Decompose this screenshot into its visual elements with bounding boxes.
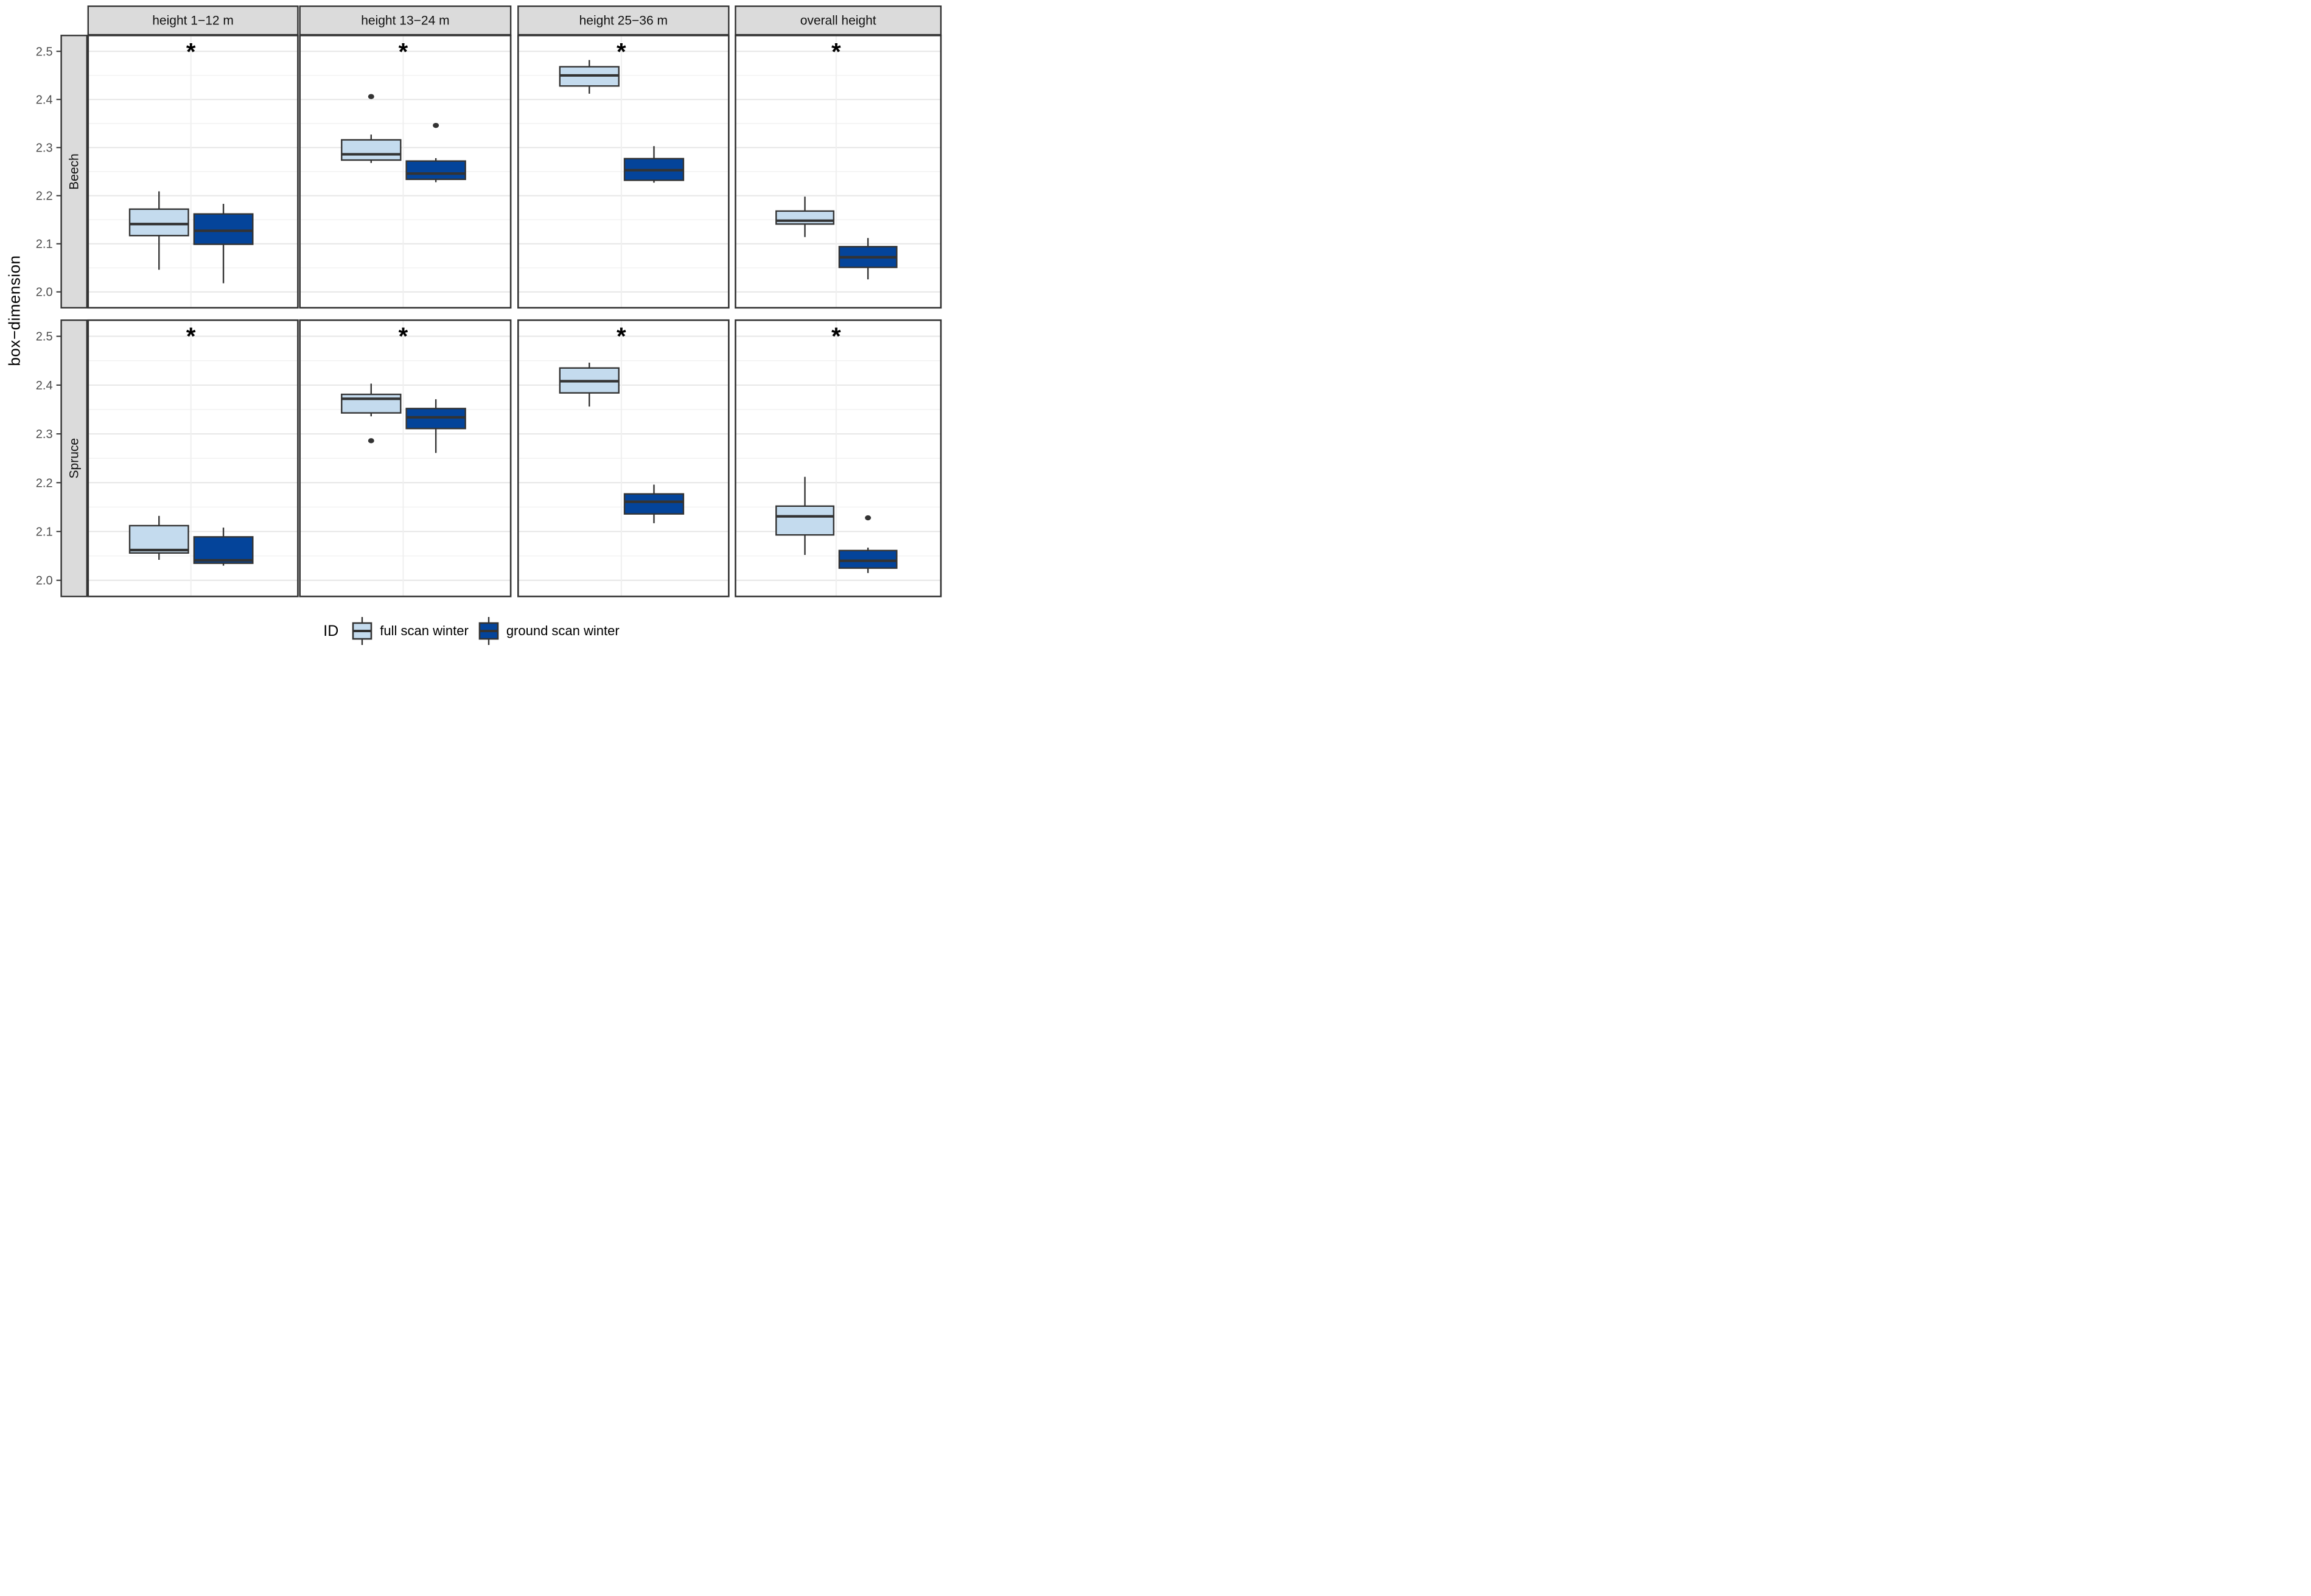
legend-item-ground-scan: ground scan winter — [477, 616, 620, 646]
box-full-scan — [775, 505, 834, 536]
facet-col-strip — [735, 5, 942, 36]
box-full-scan — [341, 393, 402, 414]
y-tick-label: 2.3 — [36, 428, 53, 441]
facet-col-label: overall height — [800, 14, 876, 28]
box-ground-scan — [405, 160, 466, 180]
box-ground-scan-outlier-point — [433, 122, 439, 128]
panel-spruce-0-border — [87, 319, 299, 598]
legend-item-full-scan: full scan winter — [351, 616, 469, 646]
panel-spruce-1-border — [299, 319, 512, 598]
significance-asterisk: * — [186, 323, 196, 350]
significance-asterisk: * — [831, 323, 841, 350]
facet-col-strip — [299, 5, 512, 36]
facet-col-label: height 25−36 m — [579, 14, 668, 28]
y-tick-label: 2.2 — [36, 476, 53, 490]
y-tick-label: 2.5 — [36, 45, 53, 58]
panel-beech-3-border — [735, 34, 942, 309]
legend: ID full scan winter ground scan winter — [0, 616, 943, 646]
significance-asterisk: * — [399, 323, 408, 350]
significance-asterisk: * — [186, 38, 196, 65]
box-full-scan-outlier-point — [368, 438, 374, 444]
box-ground-scan — [838, 549, 898, 569]
facet-col-strip — [87, 5, 299, 36]
box-ground-scan — [623, 493, 685, 515]
y-tick-label: 2.4 — [36, 93, 53, 106]
ground-scan-boxplot-icon — [478, 617, 499, 645]
box-full-scan — [128, 208, 189, 237]
box-full-scan — [128, 524, 189, 554]
significance-asterisk: * — [617, 38, 626, 65]
facet-row-strip — [60, 319, 88, 598]
y-tick-label: 2.0 — [36, 286, 53, 299]
y-tick-label: 2.2 — [36, 190, 53, 203]
panel-beech-1-border — [299, 34, 512, 309]
faceted-boxplot-canvas: height 1−12 m height 13−24 m height 25−36 … — [36, 5, 942, 598]
y-axis-title: box−dimension — [5, 255, 24, 366]
significance-asterisk: * — [399, 38, 408, 65]
facet-row-strip — [60, 35, 88, 308]
y-tick-label: 2.0 — [36, 574, 53, 588]
panel-beech-2-border — [517, 34, 730, 309]
significance-asterisk: * — [831, 38, 841, 65]
facet-col-label: height 1−12 m — [152, 14, 234, 28]
y-tick-label: 2.1 — [36, 238, 53, 251]
legend-title: ID — [323, 622, 339, 639]
significance-asterisk: * — [617, 323, 626, 350]
box-ground-scan — [193, 536, 254, 564]
y-tick-label: 2.5 — [36, 330, 53, 344]
panel-spruce-3-border — [735, 319, 942, 598]
y-tick-label: 2.3 — [36, 142, 53, 155]
box-full-scan-outlier-point — [368, 94, 374, 99]
legend-label: ground scan winter — [506, 623, 620, 638]
full-scan-boxplot-icon — [352, 617, 372, 645]
box-full-scan — [341, 139, 402, 161]
facet-row-label: Spruce — [68, 438, 82, 479]
box-ground-scan-outlier-point — [865, 515, 872, 521]
facet-row-label: Beech — [68, 153, 82, 190]
facet-col-label: height 13−24 m — [361, 14, 449, 28]
y-tick-label: 2.4 — [36, 379, 53, 392]
panel-spruce-2-border — [517, 319, 730, 598]
boxplot-figure: height 1−12 m height 13−24 m height 25−36 … — [0, 0, 943, 651]
y-tick-label: 2.1 — [36, 526, 53, 539]
legend-label: full scan winter — [380, 623, 469, 638]
panel-beech-0-border — [87, 34, 299, 309]
box-ground-scan — [193, 213, 254, 245]
box-full-scan — [775, 210, 834, 225]
